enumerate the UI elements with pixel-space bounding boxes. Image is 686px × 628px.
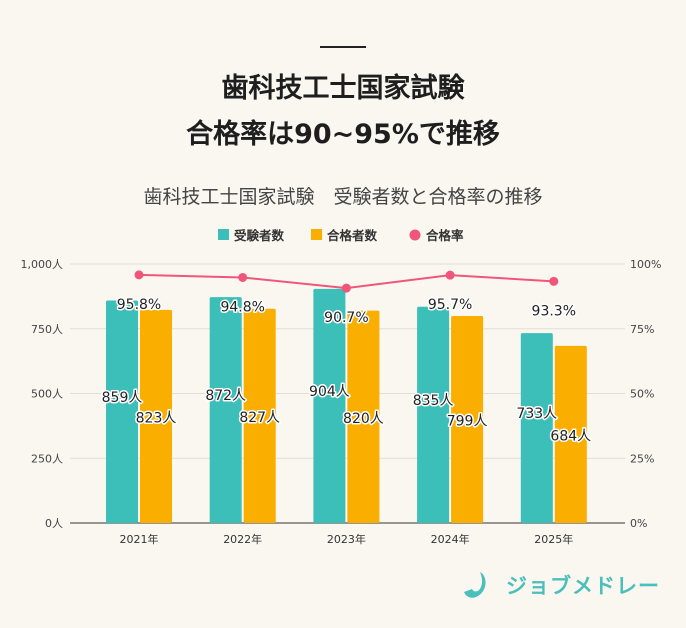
bar-受験者数 bbox=[417, 306, 450, 523]
data-label-合格率: 90.7% bbox=[324, 310, 368, 326]
right-axis-tick: 25% bbox=[630, 452, 654, 465]
right-axis-tick: 0% bbox=[630, 517, 647, 530]
logo-text: ジョブメドレー bbox=[506, 574, 660, 598]
left-axis-tick: 1,000人 bbox=[21, 258, 64, 271]
legend-marker bbox=[409, 229, 421, 241]
data-label-合格率: 93.3% bbox=[532, 303, 576, 319]
legend-label: 受験者数 bbox=[234, 228, 285, 243]
bar-受験者数 bbox=[520, 333, 553, 523]
x-axis-tick: 2024年 bbox=[431, 532, 470, 546]
right-axis-tick: 100% bbox=[630, 258, 661, 271]
data-label-合格者数: 823人 bbox=[136, 410, 177, 426]
page-title-line2: 合格率は90~95%で推移 bbox=[186, 119, 500, 150]
chart-title: 歯科技工士国家試験 受験者数と合格率の推移 bbox=[143, 186, 542, 208]
data-label-受験者数: 904人 bbox=[309, 384, 350, 400]
jobmedley-logo-icon bbox=[464, 572, 486, 598]
rate-point bbox=[238, 272, 248, 282]
page-title-line1: 歯科技工士国家試験 bbox=[221, 73, 465, 104]
legend-label: 合格率 bbox=[426, 228, 464, 243]
data-label-合格者数: 799人 bbox=[447, 414, 488, 430]
bar-合格者数 bbox=[554, 345, 587, 523]
data-label-合格率: 95.7% bbox=[428, 297, 472, 313]
rate-point bbox=[549, 276, 559, 286]
decorative-rule bbox=[320, 46, 366, 48]
bar-受験者数 bbox=[209, 297, 242, 523]
rate-point bbox=[134, 270, 144, 280]
bar-合格者数 bbox=[347, 310, 380, 523]
data-label-合格者数: 820人 bbox=[343, 411, 384, 427]
logo: ジョブメドレー bbox=[462, 570, 660, 600]
data-label-受験者数: 859人 bbox=[102, 390, 143, 406]
bar-受験者数 bbox=[106, 300, 138, 523]
rate-point bbox=[445, 270, 455, 280]
data-label-合格者数: 827人 bbox=[239, 410, 280, 426]
legend-swatch bbox=[311, 229, 322, 240]
x-axis-tick: 2023年 bbox=[327, 532, 366, 546]
data-label-合格率: 94.8% bbox=[220, 299, 264, 315]
x-axis-tick: 2021年 bbox=[120, 532, 159, 546]
rate-point bbox=[341, 283, 351, 293]
legend-label: 合格者数 bbox=[327, 228, 378, 243]
left-axis-tick: 0人 bbox=[45, 517, 63, 530]
right-axis-tick: 50% bbox=[630, 388, 654, 401]
bar-受験者数 bbox=[313, 288, 346, 523]
bar-合格者数 bbox=[451, 316, 484, 523]
data-label-合格者数: 684人 bbox=[550, 428, 591, 444]
data-label-受験者数: 733人 bbox=[516, 406, 557, 422]
bar-合格者数 bbox=[243, 308, 276, 523]
bar-合格者数 bbox=[140, 309, 172, 523]
left-axis-tick: 500人 bbox=[31, 388, 63, 401]
legend-swatch bbox=[218, 229, 229, 240]
x-axis-tick: 2022年 bbox=[223, 532, 262, 546]
data-label-受験者数: 872人 bbox=[205, 388, 246, 404]
data-label-合格率: 95.8% bbox=[117, 297, 161, 313]
x-axis-tick: 2025年 bbox=[534, 532, 573, 546]
left-axis-tick: 250人 bbox=[31, 452, 63, 465]
right-axis-tick: 75% bbox=[630, 323, 654, 336]
left-axis-tick: 750人 bbox=[31, 323, 63, 336]
data-label-受験者数: 835人 bbox=[413, 393, 454, 409]
